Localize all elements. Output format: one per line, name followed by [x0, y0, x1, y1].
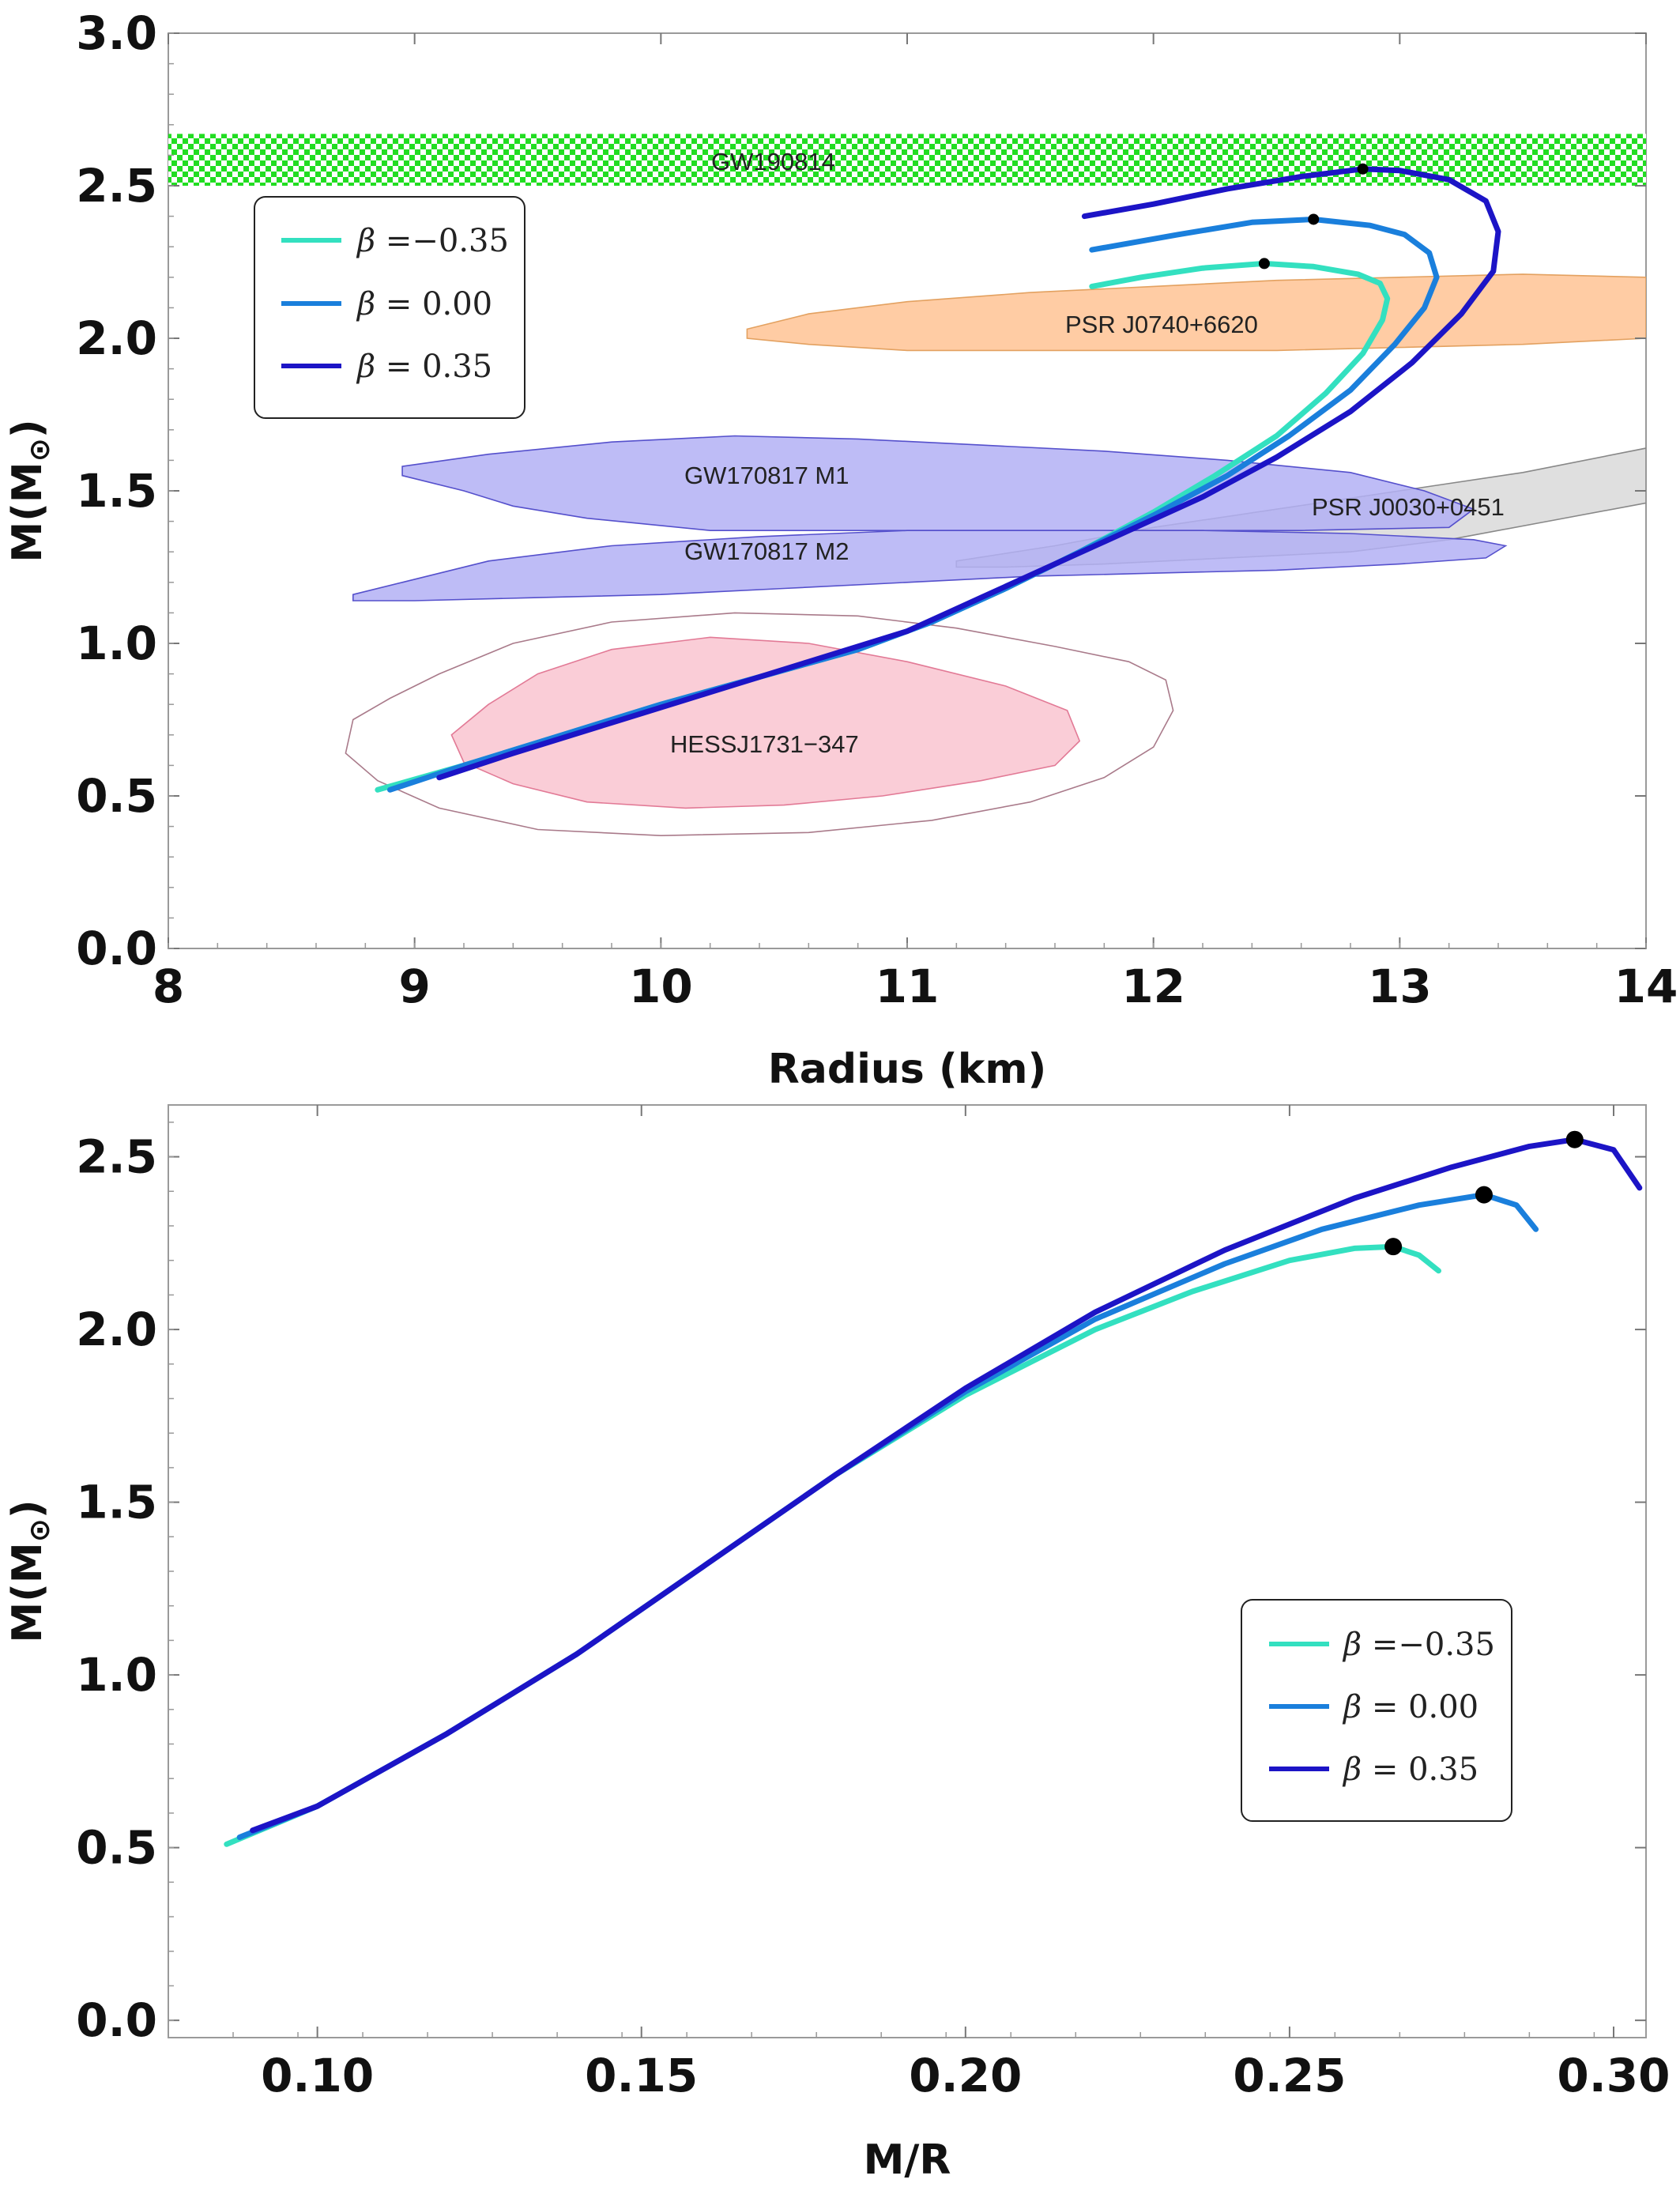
label-gw170817-m1: GW170817 M1	[684, 462, 849, 489]
bottom-y-tick-label: 2.5	[76, 1130, 157, 1184]
top-legend: β =−0.35 β = 0.00 β = 0.35	[254, 196, 525, 419]
top-x-tick-label: 14	[1614, 960, 1678, 1013]
bottom-max-mass-point-2	[1475, 1186, 1493, 1204]
top-max-mass-point-2	[1308, 213, 1320, 225]
bottom-y-tick-label: 1.5	[76, 1476, 157, 1529]
bottom-y-tick-label: 2.0	[76, 1303, 157, 1356]
bottom-y-tick-label: 0.0	[76, 1993, 157, 2047]
bottom-legend-label-1: β =−0.35	[1342, 1627, 1495, 1663]
top-legend-box	[254, 196, 525, 419]
top-y-tick-label: 2.5	[76, 159, 157, 213]
top-legend-label-3: β = 0.35	[356, 349, 492, 385]
region-gw170817-m2	[352, 530, 1508, 601]
top-y-axis-title: M(M⊙)	[4, 419, 56, 562]
bottom-max-mass-point-1	[1384, 1238, 1403, 1256]
bottom-x-tick-label: 0.25	[1233, 2049, 1346, 2102]
region-gw190814	[168, 134, 1646, 186]
region-psr-j0740-6620	[746, 273, 1646, 352]
top-y-tick-label: 1.5	[76, 464, 157, 518]
label-gw190814: GW190814	[711, 148, 835, 175]
bottom-panel: 0.10 0.15 0.20 0.25 0.30 0.0 0.5 1.0 1.5 2.0 2.5 β…	[4, 1104, 1671, 2184]
label-psr-j0740: PSR J0740+6620	[1065, 311, 1258, 338]
top-x-tick-label: 13	[1368, 960, 1432, 1013]
bottom-y-tick-label: 0.5	[76, 1821, 157, 1875]
bottom-curve-series-3	[250, 1137, 1643, 1834]
label-gw170817-m2: GW170817 M2	[684, 537, 849, 565]
top-max-mass-point-1	[1258, 258, 1270, 270]
top-panel: GW190814 PSR J0740+6620 PSR J0030+0451 G…	[4, 6, 1678, 1093]
bottom-y-tick-label: 1.0	[76, 1648, 157, 1702]
bottom-curves	[224, 1130, 1643, 1847]
bottom-legend-box	[1241, 1599, 1512, 1822]
top-observation-regions	[168, 134, 1646, 837]
region-hessj1731-347	[450, 636, 1081, 809]
bottom-x-tick-label: 0.30	[1557, 2049, 1670, 2102]
bottom-x-tick-label: 0.20	[909, 2049, 1022, 2102]
top-x-tick-label: 10	[629, 960, 693, 1013]
top-curve-series-3	[436, 166, 1501, 781]
bottom-plot-frame	[168, 1104, 1647, 2038]
label-psr-j0030: PSR J0030+0451	[1312, 493, 1505, 521]
top-y-tick-label: 0.0	[76, 922, 157, 975]
top-y-tick-label: 2.0	[76, 311, 157, 365]
top-x-tick-label: 11	[876, 960, 940, 1013]
top-x-tick-label: 12	[1121, 960, 1185, 1013]
top-region-labels: GW190814 PSR J0740+6620 PSR J0030+0451 G…	[670, 148, 1505, 758]
top-legend-label-2: β = 0.00	[356, 286, 492, 322]
top-x-tick-label: 8	[153, 960, 184, 1013]
label-hess-j1731: HESSJ1731−347	[670, 730, 859, 758]
top-x-axis-title: Radius (km)	[768, 1046, 1047, 1093]
bottom-legend-label-3: β = 0.35	[1342, 1751, 1478, 1788]
bottom-axes: 0.10 0.15 0.20 0.25 0.30 0.0 0.5 1.0 1.5 2.0 2.5	[76, 1105, 1671, 2102]
bottom-legend-label-2: β = 0.00	[1342, 1689, 1478, 1725]
bottom-legend: β =−0.35 β = 0.00 β = 0.35	[1241, 1599, 1512, 1822]
region-hess-outer-contour	[345, 612, 1174, 837]
region-gw170817-m1	[401, 435, 1475, 532]
top-y-tick-label: 0.5	[76, 769, 157, 823]
top-y-tick-label: 1.0	[76, 617, 157, 670]
bottom-x-tick-label: 0.10	[261, 2049, 374, 2102]
bottom-y-axis-title: M(M⊙)	[4, 1499, 56, 1642]
top-max-mass-point-3	[1357, 163, 1369, 175]
bottom-max-mass-point-3	[1565, 1130, 1584, 1148]
top-curves	[375, 163, 1501, 793]
top-legend-label-1: β =−0.35	[356, 223, 509, 259]
top-x-tick-label: 9	[398, 960, 430, 1013]
bottom-x-axis-title: M/R	[864, 2136, 951, 2184]
top-axes: 8 9 10 11 12 13 14 0.0 0.5 1.0 1.5 2.0 2.5 3.0	[76, 6, 1678, 1013]
bottom-x-tick-label: 0.15	[585, 2049, 698, 2102]
top-y-tick-label: 3.0	[76, 6, 157, 60]
